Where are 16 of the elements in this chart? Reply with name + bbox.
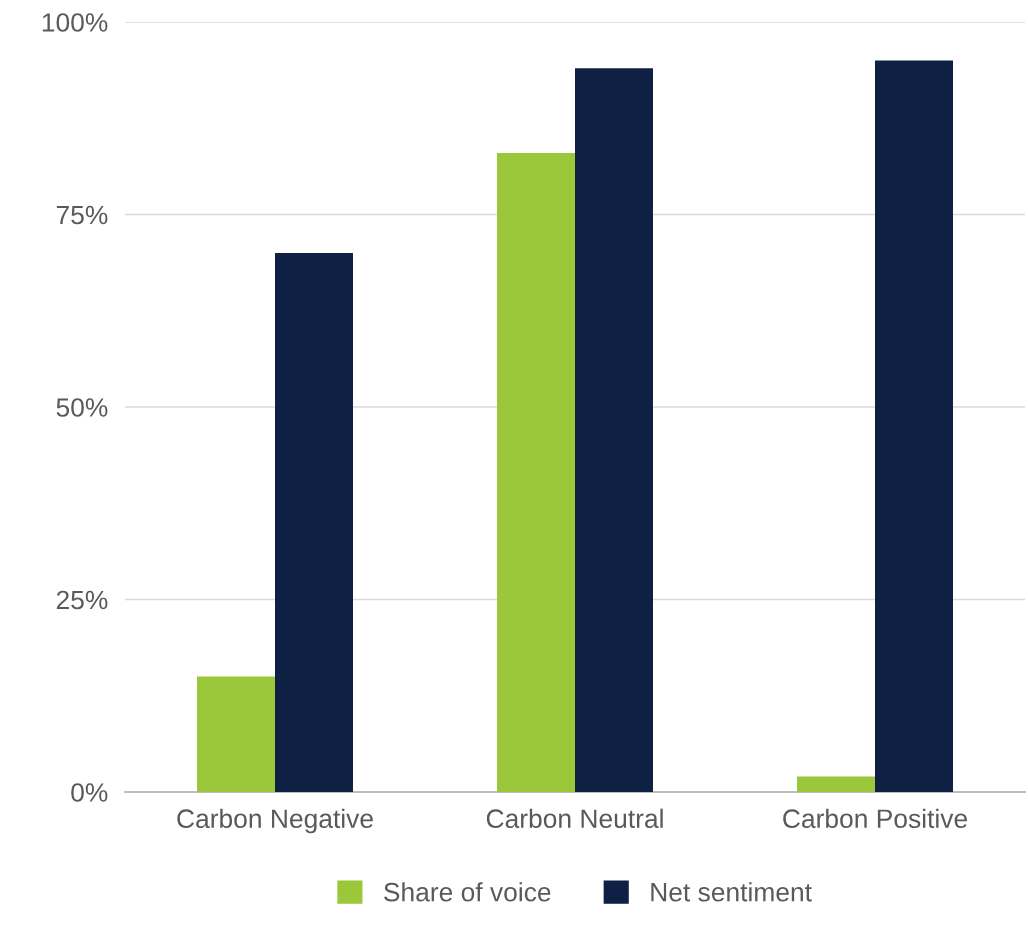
x-tick-label: Carbon Neutral <box>486 808 663 829</box>
y-tick-label: 50% <box>56 398 108 417</box>
y-tick-label: 0% <box>71 783 108 802</box>
bar <box>275 253 353 792</box>
bar <box>575 68 653 792</box>
bar <box>497 152 575 792</box>
y-tick-label: 25% <box>56 590 108 610</box>
bar <box>797 776 875 792</box>
bar <box>197 676 275 792</box>
y-tick-label: 75% <box>56 205 108 225</box>
legend-label: Net sentiment <box>651 882 812 902</box>
bar <box>875 60 953 792</box>
x-tick-label: Carbon Negative <box>177 808 373 834</box>
x-tick-label: Carbon Positive <box>783 808 967 829</box>
legend-label: Share of voice <box>384 882 551 902</box>
y-tick-label: 100% <box>42 13 108 32</box>
